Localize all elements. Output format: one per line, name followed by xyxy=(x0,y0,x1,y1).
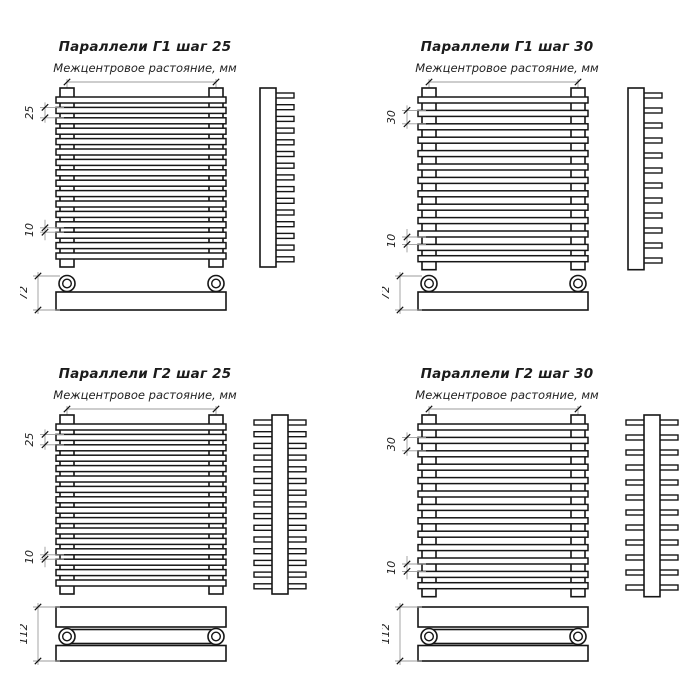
drawing-title: Параллели Г1 шаг 30 xyxy=(420,39,594,55)
svg-text:10: 10 xyxy=(23,550,36,564)
radiator-views-g2-30: 30 10 112 xyxy=(382,405,679,665)
svg-text:30: 30 xyxy=(385,437,398,451)
drawing-title: Параллели Г2 шаг 30 xyxy=(420,366,594,382)
svg-text:10: 10 xyxy=(23,223,36,237)
center-distance-label: Межцентровое растояние, мм xyxy=(415,61,599,75)
drawing-title: Параллели Г2 шаг 25 xyxy=(58,366,232,382)
svg-text:72: 72 xyxy=(382,286,392,300)
drawing-title: Параллели Г1 шаг 25 xyxy=(58,39,232,55)
svg-text:30: 30 xyxy=(385,110,398,124)
center-distance-label: Межцентровое растояние, мм xyxy=(415,388,599,402)
svg-text:112: 112 xyxy=(20,624,30,645)
svg-text:10: 10 xyxy=(385,234,398,248)
radiator-views-g2-25: 25 10 112 xyxy=(20,405,307,665)
svg-text:25: 25 xyxy=(23,433,36,447)
center-distance-label: Межцентровое растояние, мм xyxy=(53,61,237,75)
radiator-views-g1-30: 30 10 72 xyxy=(382,78,663,314)
drawing-g1-step-30: Параллели Г1 шаг 30 Межцентровое растоян… xyxy=(382,35,700,370)
drawing-g2-step-30: Параллели Г2 шаг 30 Межцентровое растоян… xyxy=(382,362,700,697)
svg-text:25: 25 xyxy=(23,106,36,120)
svg-text:112: 112 xyxy=(382,624,392,645)
drawing-g2-step-25: Параллели Г2 шаг 25 Межцентровое растоян… xyxy=(20,362,338,697)
radiator-views-g1-25: 25 10 72 xyxy=(20,78,295,314)
svg-text:10: 10 xyxy=(385,561,398,575)
svg-text:72: 72 xyxy=(20,286,30,300)
drawing-g1-step-25: Параллели Г1 шаг 25 Межцентровое растоян… xyxy=(20,35,338,370)
center-distance-label: Межцентровое растояние, мм xyxy=(53,388,237,402)
